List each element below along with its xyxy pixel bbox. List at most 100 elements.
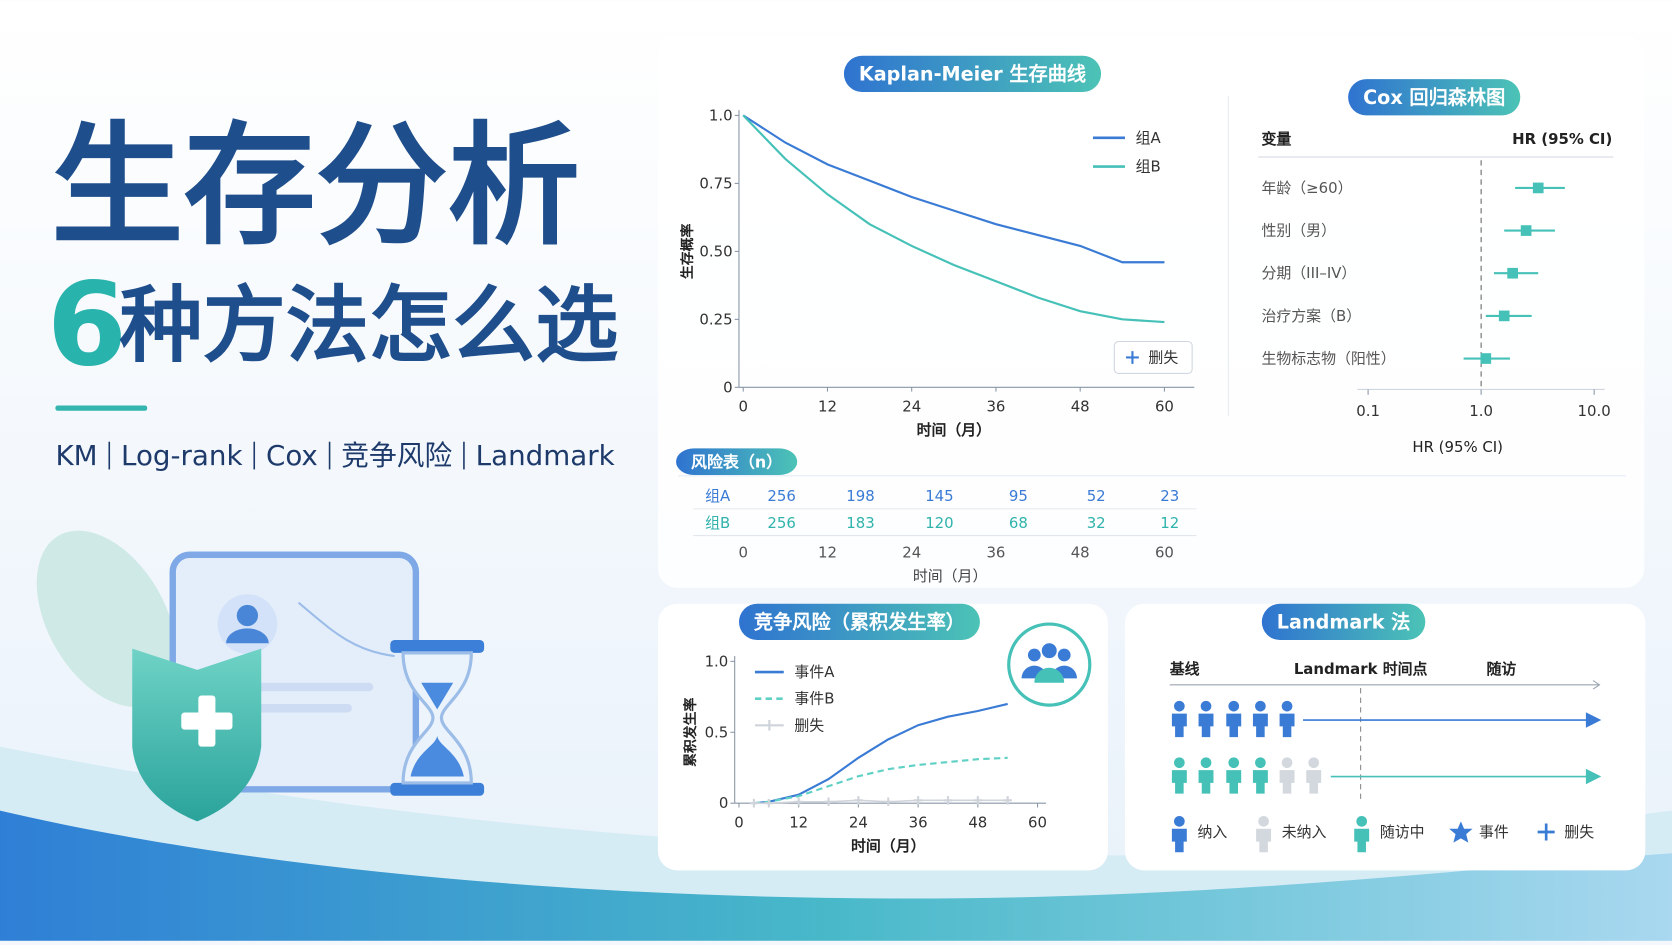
series-line [742,114,1165,264]
body [1354,828,1370,853]
column-header: 变量 [1261,130,1291,148]
body [1171,713,1187,738]
row-label: 治疗方案（B） [1261,307,1361,325]
row-label: 生物标志物（阳性） [1261,350,1395,368]
legend-label: 组B [1136,158,1161,176]
body [1252,770,1268,794]
risk-count: 23 [1160,487,1179,505]
body [1279,770,1295,794]
row-label: 年龄（≥60） [1261,179,1352,197]
row-label: 分期（III–IV） [1261,264,1356,282]
legend-label: 纳入 [1197,823,1227,841]
body [1198,770,1214,794]
legend-label: 事件B [794,690,834,708]
y-tick-label: 0.50 [699,242,732,260]
head [1174,757,1185,769]
person-icon [1171,757,1187,794]
group-label: 组A [705,487,731,505]
method: 竞争风险 [341,439,452,472]
risk-count: 68 [1009,514,1028,532]
head [1356,815,1368,827]
person-icon [1252,757,1268,794]
legend-label: 组A [1136,129,1162,147]
y-tick-label: 0.5 [705,723,729,741]
series-line [742,114,1165,324]
group-label: 组B [705,514,730,532]
legend-icon [1537,823,1555,841]
title-pill [738,603,980,641]
x-tick-label: 0.1 [1356,402,1380,420]
head [1281,757,1293,769]
time-label: 36 [986,544,1005,562]
x-tick-label: 12 [818,398,837,416]
hr-point [1507,267,1518,279]
y-tick-label: 0 [719,794,728,812]
risk-count: 256 [767,514,795,532]
phase-label: Landmark 时间点 [1294,660,1428,678]
title-pill [1261,603,1426,641]
legend-label: 事件A [794,663,835,681]
risk-count: 256 [767,487,795,505]
method: KM [55,439,97,472]
x-tick-label: 1.0 [1469,402,1493,420]
x-axis-label: 时间（月） [917,421,992,439]
card [657,35,1645,588]
hr-point [1520,225,1532,236]
body [1171,828,1187,853]
title-pill [676,448,798,476]
head [1255,700,1266,712]
panel-title: 风险表（n） [691,452,782,471]
legend-symbol [754,720,784,731]
x-tick-label: 12 [789,813,808,831]
body [1198,713,1214,738]
time-label: 60 [1155,544,1174,562]
risk-count: 95 [1009,487,1028,505]
censor-symbol [1126,351,1139,364]
person-icon [1171,700,1187,738]
head [1228,757,1240,769]
x-tick-label: 60 [1155,398,1174,416]
x-axis-label: HR (95% CI) [1412,438,1503,456]
hr-point [1532,182,1544,194]
body [1279,713,1295,738]
head [1200,700,1212,712]
risk-count: 145 [925,487,953,505]
series-line [753,756,1008,805]
series-line [753,702,1008,805]
censor-legend-box [1113,340,1193,374]
group-icon-people [1021,643,1077,683]
body [1256,828,1272,853]
legend-icon [1171,815,1187,853]
head [1255,757,1266,769]
time-label: 12 [818,544,837,562]
follow-arrow [1303,712,1602,728]
title-number: 6 [47,258,127,392]
risk-count: 52 [1087,487,1106,505]
x-tick-label: 0 [738,398,747,416]
y-axis-label: 累积发生率 [682,697,699,766]
y-tick-label: 0 [723,378,732,396]
time-label: 24 [902,544,921,562]
person-icon [1198,757,1214,794]
risk-count: 12 [1160,514,1179,532]
follow-arrow [1330,768,1602,785]
method: Cox [266,439,318,472]
timeline-arrow [1169,680,1601,690]
x-tick-label: 36 [986,398,1005,416]
head [1174,700,1185,712]
phase-label: 随访 [1486,660,1516,678]
phase-label: 基线 [1169,660,1200,678]
illustration [36,530,485,822]
y-tick-label: 1.0 [709,106,733,124]
wave [0,810,1672,941]
head [1281,700,1293,712]
head [1174,815,1185,827]
x-tick-label: 10.0 [1578,402,1611,420]
legend-icon [1256,815,1272,853]
y-tick-label: 0.75 [699,174,732,192]
series-line [753,799,1008,804]
risk-count: 198 [846,487,874,505]
title-pill [843,55,1102,92]
legend-label: 事件 [1479,823,1509,841]
head [1200,757,1212,769]
